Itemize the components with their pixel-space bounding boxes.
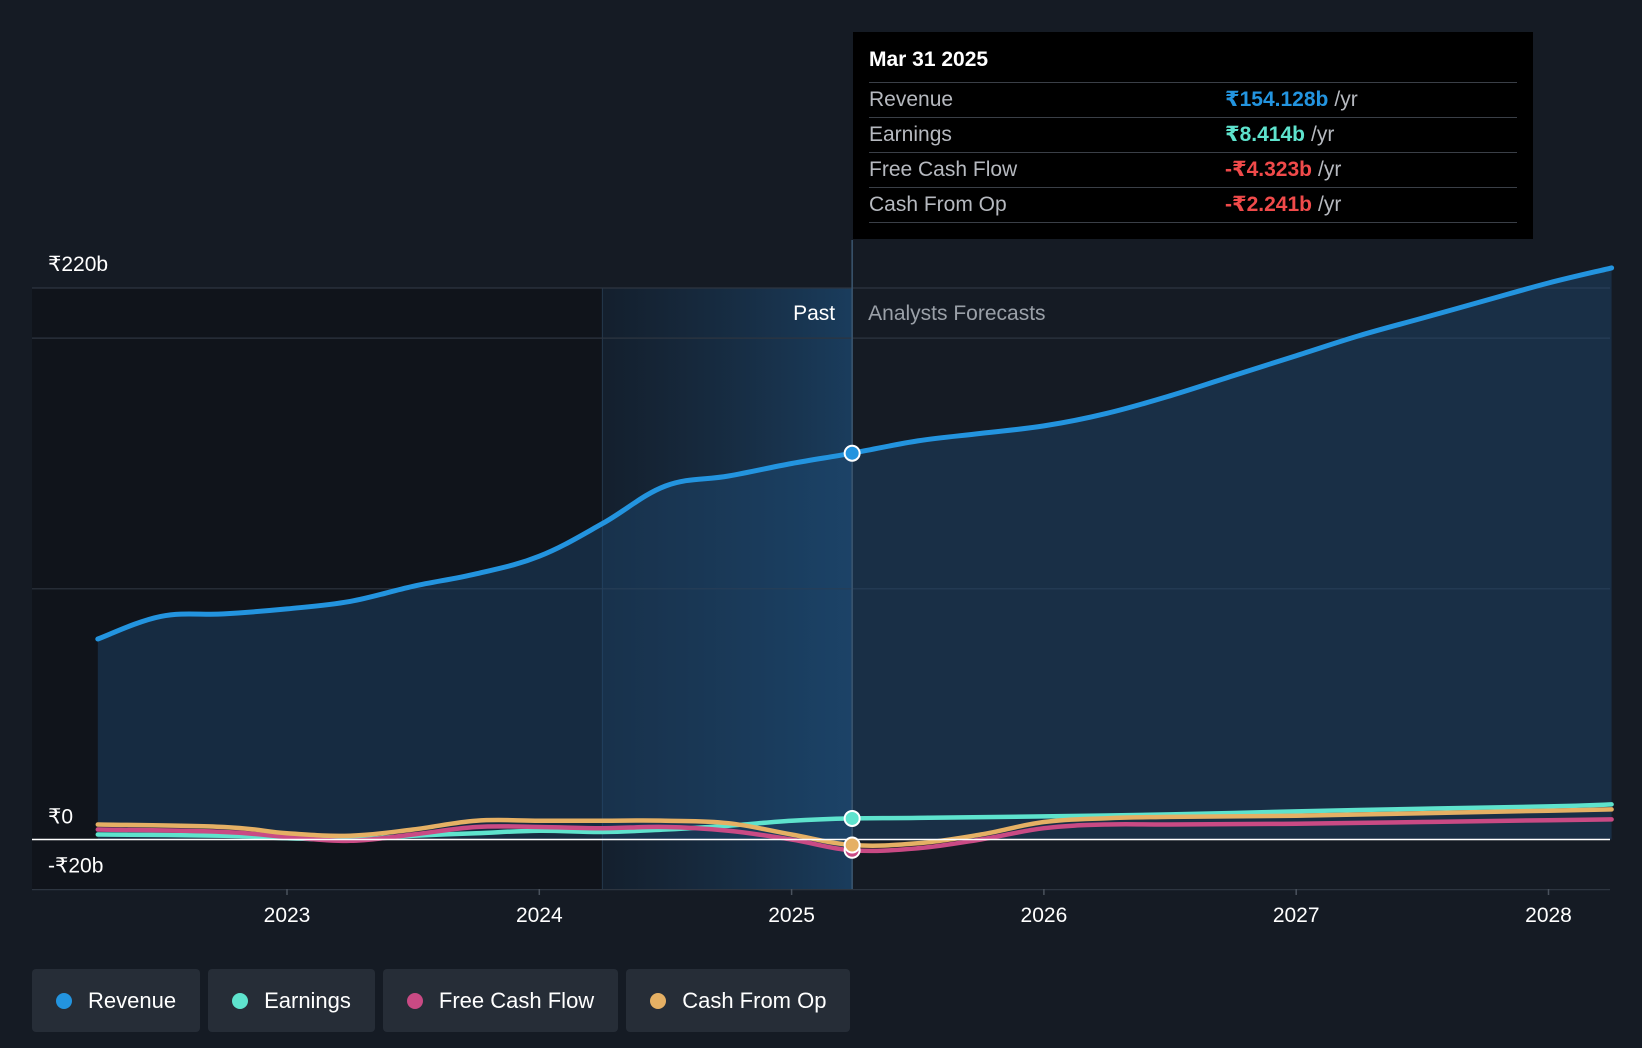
tooltip-unit: /yr <box>1334 88 1358 111</box>
tooltip-row-earnings: Earnings ₹8.414b /yr <box>869 118 1517 153</box>
tooltip-label: Cash From Op <box>869 193 1007 216</box>
marker-revenue <box>843 444 861 462</box>
tooltip-value: ₹8.414b <box>1225 123 1305 146</box>
x-tick-label: 2026 <box>1021 904 1068 927</box>
tooltip-unit: /yr <box>1317 158 1342 181</box>
legend-item-free-cash-flow[interactable]: Free Cash Flow <box>382 969 619 1032</box>
forecast-label: Analysts Forecasts <box>868 302 1045 325</box>
marker-earnings <box>843 809 861 827</box>
tooltip-value: -₹4.323b <box>1225 158 1312 181</box>
tooltip-row-cash-from-op: Cash From Op -₹2.241b /yr <box>869 188 1517 223</box>
legend-item-revenue[interactable]: Revenue <box>32 969 201 1032</box>
x-tick-label: 2024 <box>516 904 563 927</box>
legend-item-earnings[interactable]: Earnings <box>208 969 375 1032</box>
past-label: Past <box>793 302 835 325</box>
x-tick-label: 2027 <box>1273 904 1320 927</box>
legend-label: Earnings <box>264 987 351 1013</box>
tooltip-panel: Mar 31 2025 Revenue ₹154.128b /yr Earnin… <box>853 32 1533 239</box>
marker-cash-from-op <box>843 836 861 854</box>
tooltip-label: Earnings <box>869 123 952 146</box>
tooltip-value: ₹154.128b <box>1225 88 1329 111</box>
tooltip-row-revenue: Revenue ₹154.128b /yr <box>869 83 1517 118</box>
free-cash-flow-dot-icon <box>406 992 423 1009</box>
x-tick-label: 2028 <box>1525 904 1572 927</box>
tooltip-unit: /yr <box>1311 123 1335 146</box>
tooltip-date: Mar 31 2025 <box>869 46 1517 83</box>
tooltip-value: -₹2.241b <box>1225 193 1312 216</box>
revenue-area <box>97 267 1612 840</box>
tooltip-label: Free Cash Flow <box>869 158 1018 181</box>
tooltip-row-free-cash-flow: Free Cash Flow -₹4.323b /yr <box>869 153 1517 188</box>
revenue-dot-icon <box>56 992 72 1009</box>
earnings-dot-icon <box>232 992 249 1009</box>
tooltip-label: Revenue <box>869 88 954 111</box>
legend-label: Revenue <box>88 987 177 1013</box>
legend: Revenue Earnings Free Cash Flow Cash Fro… <box>32 969 851 1032</box>
y-tick-label: -₹20b <box>48 855 103 878</box>
x-tick-label: 2023 <box>264 904 311 927</box>
tooltip-unit: /yr <box>1317 193 1342 216</box>
x-tick-label: 2025 <box>768 904 815 927</box>
cash-from-op-dot-icon <box>650 992 667 1009</box>
y-tick-label: ₹220b <box>48 253 108 276</box>
legend-label: Cash From Op <box>682 987 827 1013</box>
series-line-free-cash-flow <box>95 817 1614 854</box>
legend-label: Free Cash Flow <box>438 987 595 1013</box>
legend-item-cash-from-op[interactable]: Cash From Op <box>626 969 851 1032</box>
y-tick-label: ₹0 <box>48 806 73 829</box>
